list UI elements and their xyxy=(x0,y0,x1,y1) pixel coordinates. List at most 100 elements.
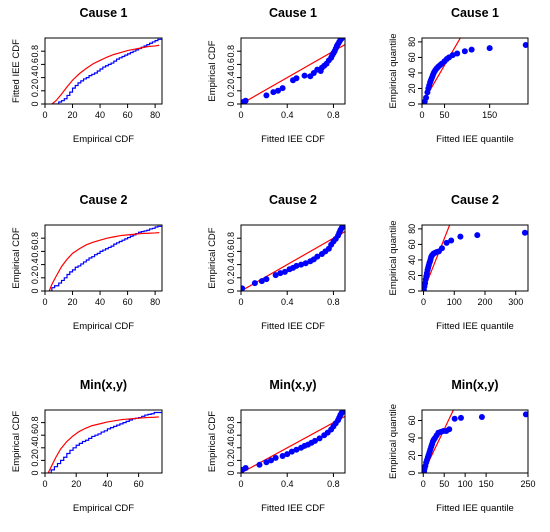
plot-area xyxy=(422,410,528,473)
x-tick-label: 0 xyxy=(238,479,243,489)
y-tick-label: 0 xyxy=(226,288,236,293)
y-tick-label: 0.6 xyxy=(226,58,236,71)
panel: Cause 2 0 20 40 60 80 0 0.20.40.60.8 Empirical C… xyxy=(11,193,163,332)
x-tick-label: 20 xyxy=(71,479,81,489)
data-point xyxy=(298,261,305,268)
x-tick-label: 50 xyxy=(439,479,449,489)
x-tick-label: 0.8 xyxy=(327,297,340,307)
y-tick-label: 0.2 xyxy=(30,454,40,467)
data-point xyxy=(272,454,279,461)
data-point xyxy=(486,45,493,52)
x-axis-label: Fitted IEE quantile xyxy=(436,321,514,332)
fitted-curve xyxy=(47,416,159,473)
panel-title: Cause 1 xyxy=(80,6,128,20)
y-tick-label: 60 xyxy=(407,52,417,62)
y-tick-label: 0.8 xyxy=(30,45,40,58)
plot-area xyxy=(47,411,162,473)
y-axis-label: Fitted IEE CDF xyxy=(11,39,22,103)
x-tick-label: 60 xyxy=(123,297,133,307)
data-point xyxy=(449,52,456,59)
y-tick-label: 0.4 xyxy=(30,442,40,455)
y-tick-label: 0.6 xyxy=(30,58,40,71)
plot-area xyxy=(51,38,162,104)
plot-frame xyxy=(44,37,163,105)
plot-frame xyxy=(421,37,529,105)
data-point xyxy=(451,415,458,422)
x-tick-label: 0.8 xyxy=(327,479,340,489)
x-tick-label: 100 xyxy=(458,479,473,489)
empirical-step-line xyxy=(49,225,162,291)
x-axis-label: Empirical CDF xyxy=(73,134,134,145)
x-tick-label: 0 xyxy=(42,110,47,120)
data-point xyxy=(293,262,300,269)
y-tick-label: 0 xyxy=(30,288,40,293)
y-tick-label: 0.2 xyxy=(226,454,236,467)
y-tick-label: 0.4 xyxy=(226,71,236,84)
data-point xyxy=(272,272,279,279)
y-tick-label: 0.4 xyxy=(30,71,40,84)
x-tick-label: 40 xyxy=(95,297,105,307)
data-point xyxy=(281,268,288,275)
data-point xyxy=(339,225,345,230)
y-tick-label: 20 xyxy=(407,83,417,93)
data-point xyxy=(316,435,323,442)
panel-title: Cause 1 xyxy=(451,6,499,20)
data-point xyxy=(443,239,450,246)
data-point xyxy=(251,280,258,287)
x-axis-label: Fitted IEE CDF xyxy=(261,134,325,145)
y-axis-label: Empirical quantile xyxy=(388,404,399,479)
plot-area xyxy=(241,38,345,104)
plot-area xyxy=(241,410,345,473)
plot-frame xyxy=(44,224,163,292)
plot-frame xyxy=(240,37,346,105)
data-point xyxy=(454,50,461,57)
data-point xyxy=(274,87,281,94)
y-axis-label: Empirical CDF xyxy=(207,40,218,101)
y-tick-label: 0 xyxy=(407,101,417,106)
x-tick-label: 50 xyxy=(440,110,450,120)
panel-title: Min(x,y) xyxy=(80,378,127,392)
data-point xyxy=(457,414,464,421)
data-point xyxy=(258,278,265,285)
data-point xyxy=(339,410,345,415)
y-axis-label: Empirical quantile xyxy=(388,34,399,109)
data-point xyxy=(263,276,270,283)
x-tick-label: 250 xyxy=(520,479,535,489)
y-tick-label: 0.4 xyxy=(226,258,236,271)
y-tick-label: 0 xyxy=(226,470,236,475)
x-tick-label: 0 xyxy=(419,110,424,120)
fitted-curve xyxy=(51,44,160,104)
panel-title: Cause 2 xyxy=(269,193,317,207)
x-tick-label: 0 xyxy=(42,297,47,307)
plot-area xyxy=(241,225,345,291)
y-axis-label: Empirical CDF xyxy=(207,411,218,472)
plot-area xyxy=(48,225,162,291)
y-tick-label: 0 xyxy=(407,288,417,293)
y-tick-label: 0.6 xyxy=(30,429,40,442)
data-point xyxy=(522,41,528,48)
x-tick-label: 40 xyxy=(95,110,105,120)
x-tick-label: 80 xyxy=(150,110,160,120)
x-axis-label: Empirical CDF xyxy=(73,321,134,332)
data-point xyxy=(478,414,485,420)
panel-title: Cause 2 xyxy=(80,193,128,207)
y-tick-label: 0 xyxy=(226,101,236,106)
y-tick-label: 0.2 xyxy=(30,272,40,285)
y-tick-label: 0.8 xyxy=(30,232,40,245)
data-point xyxy=(311,437,318,444)
data-point xyxy=(293,75,300,82)
x-axis-label: Fitted IEE CDF xyxy=(261,321,325,332)
data-point xyxy=(263,92,270,99)
y-tick-label: 40 xyxy=(407,68,417,78)
data-point xyxy=(461,48,468,55)
x-tick-label: 20 xyxy=(68,110,78,120)
panel: Cause 1 0 50 150 0 20 40 60 80 Fitted IEE quantil… xyxy=(388,6,529,145)
x-axis-label: Fitted IEE quantile xyxy=(436,503,514,514)
panel: Cause 1 0 20 40 60 80 0 0.20.40.60.8 Empirical C… xyxy=(11,6,163,145)
plot-frame xyxy=(240,224,346,292)
data-point xyxy=(423,94,430,101)
reference-line xyxy=(241,43,345,104)
